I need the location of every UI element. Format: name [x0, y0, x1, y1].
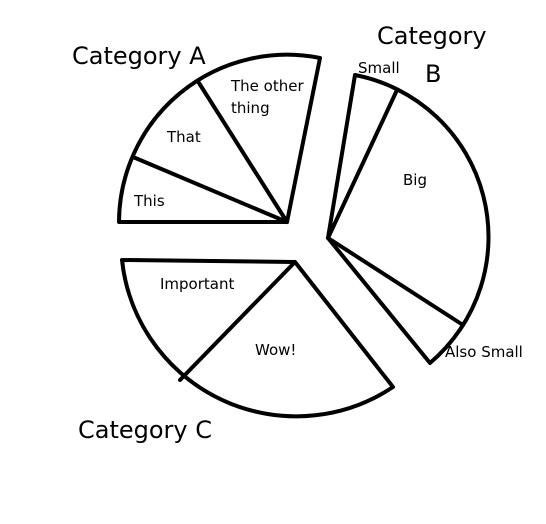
category-b-label-line-1: Category	[377, 22, 487, 50]
segment-label-small: Small	[358, 59, 400, 77]
segment-label-wow: Wow!	[255, 341, 296, 359]
segment-label-the-other-thing-line-2: thing	[231, 99, 270, 117]
category-c-wedge	[120, 258, 395, 419]
segment-label-this: This	[133, 192, 165, 210]
category-a-wedge	[117, 52, 322, 224]
category-c-label: Category C	[78, 416, 212, 444]
segment-label-the-other-thing: The other thing	[230, 77, 308, 117]
category-b-label-line-2: B	[425, 60, 441, 88]
segment-label-also-small: Also Small	[445, 343, 523, 361]
category-c-outline	[120, 258, 395, 419]
category-a-outline	[117, 52, 322, 224]
category-b-label: Category B	[377, 22, 494, 88]
category-b-wedge	[326, 73, 491, 365]
category-a-divider-that-other	[197, 81, 289, 224]
segment-label-that: That	[166, 128, 201, 146]
category-b-divider-small-big	[326, 88, 399, 240]
category-a-label: Category A	[72, 42, 206, 70]
segment-label-the-other-thing-line-1: The other	[230, 77, 304, 95]
segment-label-big: Big	[403, 171, 427, 189]
category-b-divider-big-alsosmall	[326, 236, 465, 327]
category-a-divider-this-that	[131, 155, 289, 224]
category-c-divider-important-wow	[178, 260, 297, 382]
category-b-outline	[326, 73, 491, 365]
segment-label-important: Important	[160, 275, 234, 293]
